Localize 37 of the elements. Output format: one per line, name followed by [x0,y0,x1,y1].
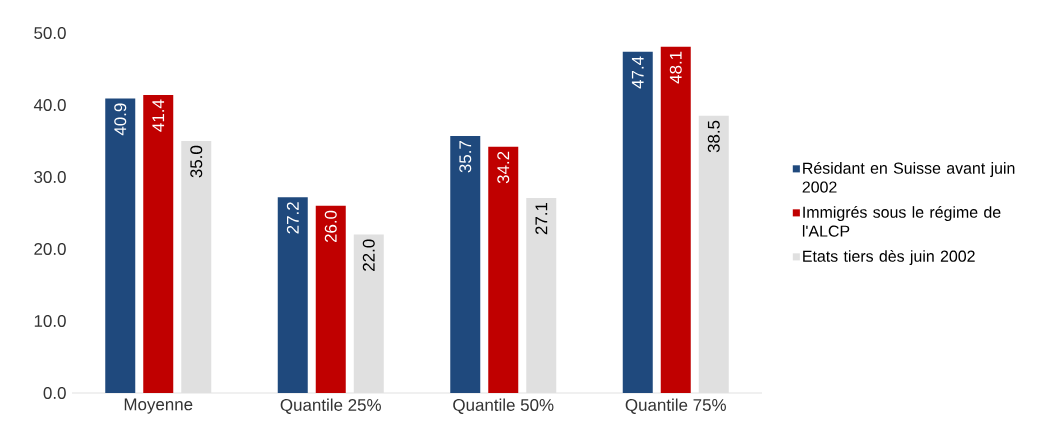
x-tick-label: Quantile 25% [280,398,381,414]
y-tick-label: 50.0 [34,27,66,39]
data-label: 27.2 [286,202,299,234]
bar [526,197,557,393]
bar [353,234,384,393]
bar [660,46,691,393]
bar [315,205,346,393]
data-label: 34.2 [497,151,510,184]
data-label: 35.7 [459,141,472,173]
bar [450,135,481,393]
bar [181,141,212,393]
legend-label: Etats tiers dès juin 2002 [803,249,975,265]
data-label: 48.1 [669,51,682,84]
bar [105,98,136,393]
legend-label: Immigrés sous le régime de l'ALCP [802,205,1001,237]
data-label: 35.0 [190,145,203,178]
bar [488,146,519,393]
bar [143,94,174,393]
x-tick-label: Quantile 75% [625,398,726,414]
data-label: 40.9 [114,103,127,136]
y-tick-label: 30.0 [34,171,66,183]
x-tick-label: Moyenne [124,398,193,414]
data-label: 47.4 [631,56,644,89]
y-tick-label: 10.0 [34,315,66,327]
y-tick-label: 20.0 [34,243,66,255]
bar [698,115,729,393]
bar [622,51,653,393]
data-label: 41.4 [152,99,165,132]
legend-label: Résidant en Suisse avant juin 2002 [802,161,1015,193]
data-label: 26.0 [324,210,337,243]
y-tick-label: 40.0 [33,99,66,111]
bar [277,197,308,393]
data-label: 38.5 [707,120,720,153]
x-tick-label: Quantile 50% [453,398,554,414]
y-tick-label: 0.0 [43,387,66,399]
data-label: 27.1 [535,202,548,235]
data-label: 22.0 [362,239,375,271]
